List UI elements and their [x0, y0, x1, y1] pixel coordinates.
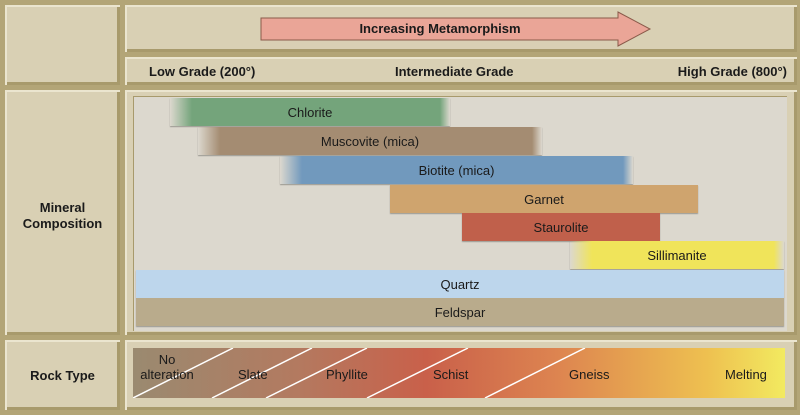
divider-line	[133, 348, 234, 398]
rock-schist: Schist	[433, 367, 469, 382]
mineral-bar-staurolite: Staurolite	[462, 213, 660, 241]
mineral-composition-label: Mineral Composition	[22, 200, 103, 231]
grade-cell: Low Grade (200°) Intermediate Grade High…	[125, 57, 797, 85]
mineral-label-cell: Mineral Composition	[5, 90, 120, 335]
arrow-cell: Increasing Metamorphism	[125, 5, 797, 52]
mineral-bar-quartz: Quartz	[136, 270, 784, 298]
rock-gradient-band: No alteration Slate Phyllite Schist Gnei…	[133, 348, 785, 398]
mineral-label: Staurolite	[533, 219, 589, 235]
mineral-label: Chlorite	[287, 104, 333, 120]
mineral-label: Muscovite (mica)	[320, 133, 420, 149]
arrow-right-icon	[260, 11, 652, 47]
mineral-bar-muscovite-mica: Muscovite (mica)	[198, 127, 542, 155]
corner-cell	[5, 5, 120, 85]
low-grade-label: Low Grade (200°)	[149, 64, 256, 79]
mineral-bar-feldspar: Feldspar	[136, 298, 784, 326]
divider-line	[211, 348, 313, 398]
rock-slate: Slate	[238, 367, 268, 382]
rock-label-cell: Rock Type	[5, 340, 120, 410]
divider-line	[265, 348, 368, 398]
rock-gneiss: Gneiss	[569, 367, 610, 382]
mineral-label: Garnet	[524, 191, 564, 207]
mineral-bar-sillimanite: Sillimanite	[570, 241, 784, 269]
arrow-label: Increasing Metamorphism	[359, 21, 521, 36]
rock-dividers	[133, 348, 586, 398]
mineral-bar-chlorite: Chlorite	[170, 98, 450, 126]
rock-melting: Melting	[725, 367, 767, 382]
mineral-label: Biotite (mica)	[418, 162, 495, 178]
divider-line	[484, 348, 586, 398]
mineral-bar-biotite-mica: Biotite (mica)	[280, 156, 633, 184]
mineral-label: Feldspar	[434, 304, 486, 320]
mineral-bar-garnet: Garnet	[390, 185, 698, 213]
rock-no-alteration: No alteration	[140, 352, 194, 382]
rock-type-label: Rock Type	[30, 368, 95, 383]
intermediate-grade-label: Intermediate Grade	[395, 64, 514, 79]
rock-phyllite: Phyllite	[326, 367, 368, 382]
divider-line	[366, 348, 469, 398]
high-grade-label: High Grade (800°)	[677, 64, 787, 79]
mineral-label: Quartz	[440, 276, 480, 292]
mineral-label: Sillimanite	[647, 247, 707, 263]
